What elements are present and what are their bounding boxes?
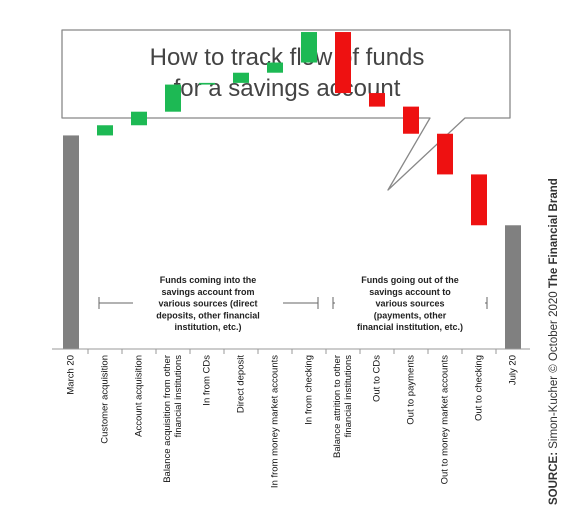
x-tick-label: Account acquisition <box>134 355 145 437</box>
outflows-annotation-text: financial institution, etc.) <box>357 322 463 332</box>
bar-increase <box>301 32 317 63</box>
bar-decrease <box>403 106 419 134</box>
x-tick-label: financial institutions <box>343 355 354 438</box>
bar-increase <box>131 111 147 126</box>
x-tick-label: In from CDs <box>202 355 213 406</box>
x-tick-label: In from money market accounts <box>270 355 281 488</box>
bar-total <box>63 135 79 349</box>
chart-title-line-1: How to track flow of funds <box>150 44 425 71</box>
bar-increase <box>165 84 181 112</box>
outflows-annotation-text: savings account to <box>369 287 451 297</box>
outflows-annotation-text: (payments, other <box>374 310 447 320</box>
x-tick-label: Out to checking <box>474 355 485 421</box>
title-speech-bubble <box>61 29 511 191</box>
chart-title-line-2: for a savings account <box>174 75 401 102</box>
x-tick-label: March 20 <box>66 355 77 395</box>
bars-layer <box>63 32 521 349</box>
bar-increase <box>233 72 249 83</box>
inflows-annotation-bg <box>133 272 283 337</box>
bar-increase <box>199 82 215 85</box>
source-text: Simon-Kucher © October 2020 <box>548 291 560 449</box>
bar-increase <box>267 62 283 73</box>
outflows-annotation-text: various sources <box>375 299 444 309</box>
x-axis-ticks: March 20 Customer acquisition Account acqu… <box>66 349 519 488</box>
x-tick-label: July 20 <box>508 355 519 385</box>
x-tick-label: Balance attrition to other <box>332 355 343 458</box>
inflows-annotation-text: Funds coming into the <box>160 275 257 285</box>
outflows-annotation-bg <box>335 272 485 337</box>
outflows-annotation-text: Funds going out of the <box>361 275 458 285</box>
x-tick-label: Out to money market accounts <box>440 355 451 485</box>
source-label: SOURCE: <box>548 451 560 505</box>
bar-increase <box>97 125 113 136</box>
annotations-layer: Funds coming into the savings account fro… <box>98 272 488 337</box>
source-brand: The Financial Brand <box>548 178 560 289</box>
source-credit: SOURCE: Simon-Kucher © October 2020 The … <box>548 178 560 505</box>
x-tick-label: Out to CDs <box>372 355 383 402</box>
x-tick-label: In from checking <box>304 355 315 425</box>
bar-total <box>505 225 521 349</box>
bar-decrease <box>437 133 453 175</box>
x-tick-label: Balance acquisition from other <box>162 355 173 483</box>
bar-decrease <box>471 174 487 226</box>
x-tick-label: Direct deposit <box>236 355 247 413</box>
inflows-annotation-text: deposits, other financial <box>156 310 260 320</box>
bar-decrease <box>369 93 385 107</box>
bar-decrease <box>335 32 351 94</box>
inflows-annotation-text: savings account from <box>161 287 254 297</box>
x-tick-label: Customer acquisition <box>100 355 111 444</box>
inflows-annotation-text: various sources (direct <box>158 299 257 309</box>
inflows-annotation-text: institution, etc.) <box>175 322 242 332</box>
x-tick-label: financial institutions <box>173 355 184 438</box>
x-tick-label: Out to payments <box>406 355 417 425</box>
